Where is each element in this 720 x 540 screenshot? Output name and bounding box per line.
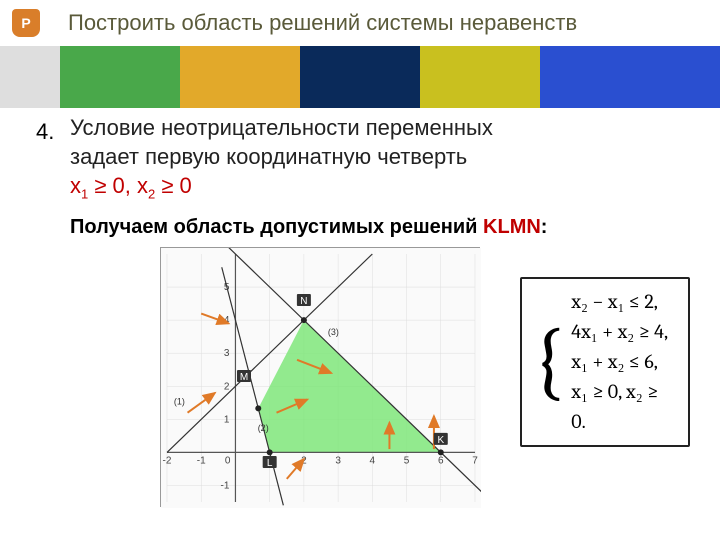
svg-text:2: 2: [224, 381, 230, 392]
equation-line: x₁ ≥ 0, x₂ ≥ 0.: [571, 377, 674, 437]
result-prefix: Получаем область допустимых решений: [70, 216, 483, 238]
equation-line: 4x₁ + x₂ ≥ 4,: [571, 317, 674, 347]
result-line: Получаем область допустимых решений KLMN…: [70, 216, 690, 239]
nonneg-condition: x1 ≥ 0, x2 ≥ 0: [70, 173, 690, 201]
page-title: Построить область решений системы нераве…: [68, 10, 577, 36]
result-klmn: KLMN: [483, 216, 541, 238]
svg-text:5: 5: [404, 455, 410, 466]
svg-text:0: 0: [225, 455, 231, 466]
svg-text:4: 4: [224, 315, 230, 326]
equation-line: x₂ − x₁ ≤ 2,: [571, 287, 674, 317]
svg-text:K: K: [437, 434, 444, 445]
svg-text:(1): (1): [174, 396, 185, 406]
brace-icon: {: [532, 321, 565, 403]
step-line-1: Условие неотрицательности переменных: [70, 114, 690, 143]
svg-text:(2): (2): [258, 422, 269, 432]
svg-text:-1: -1: [221, 480, 230, 491]
svg-text:3: 3: [224, 348, 230, 359]
svg-text:(3): (3): [328, 327, 339, 337]
svg-text:-1: -1: [197, 455, 206, 466]
svg-text:M: M: [240, 372, 248, 383]
band-segment: [180, 46, 300, 108]
system-equations: { x₂ − x₁ ≤ 2,4x₁ + x₂ ≥ 4,x₁ + x₂ ≤ 6,x…: [520, 277, 690, 447]
band-segment: [540, 46, 720, 108]
svg-text:N: N: [300, 296, 307, 307]
result-suffix: :: [541, 216, 548, 238]
decor-band: [0, 46, 720, 108]
svg-text:-2: -2: [163, 455, 172, 466]
svg-text:7: 7: [472, 455, 478, 466]
equation-line: x₁ + x₂ ≤ 6,: [571, 347, 674, 377]
svg-text:4: 4: [370, 455, 376, 466]
step-line-2: задает первую координатную четверть: [70, 143, 690, 172]
svg-text:L: L: [267, 458, 273, 469]
svg-text:1: 1: [224, 414, 230, 425]
step-number: 4.: [36, 119, 54, 145]
band-segment: [300, 46, 420, 108]
svg-text:6: 6: [438, 455, 444, 466]
band-segment: [0, 46, 60, 108]
band-segment: [60, 46, 180, 108]
svg-text:3: 3: [335, 455, 341, 466]
feasible-region-chart: -2-11234567-1123450(1)(2)(3)KLMN: [160, 247, 480, 507]
logo: P: [12, 9, 40, 37]
band-segment: [420, 46, 540, 108]
